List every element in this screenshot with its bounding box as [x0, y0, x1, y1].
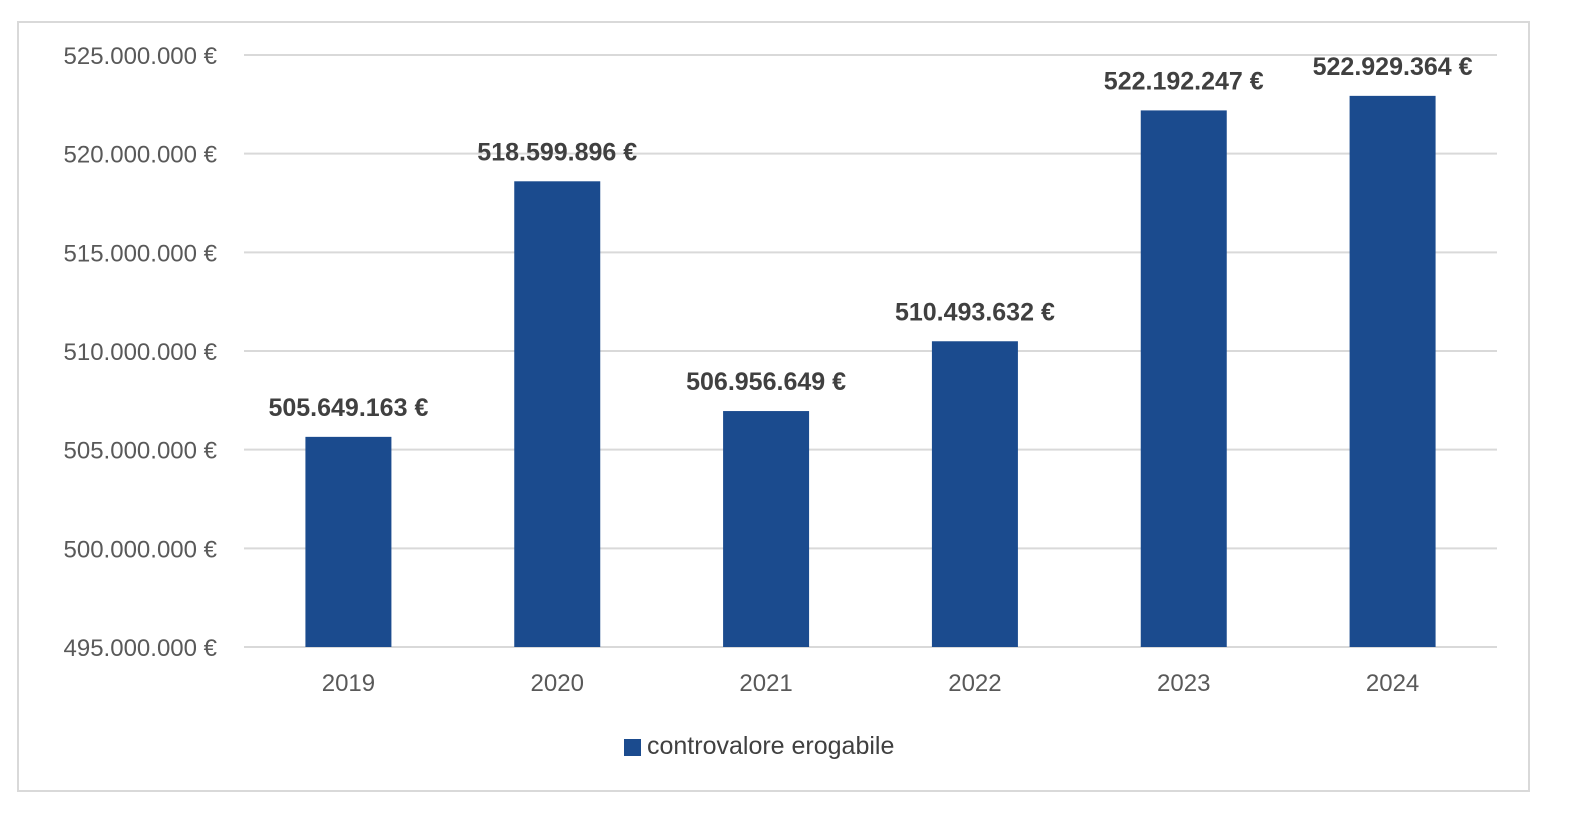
gridlines [244, 54, 1497, 648]
y-tick-label: 495.000.000 € [64, 635, 218, 662]
y-axis-tick-labels: 495.000.000 € 500.000.000 € 505.000.000 € 5… [64, 43, 218, 662]
data-label-2020: 518.599.896 € [477, 138, 637, 166]
chart-frame [17, 21, 1530, 792]
legend-label: controvalore erogabile [647, 732, 894, 760]
data-label-2021: 506.956.649 € [686, 368, 846, 396]
x-tick-label: 2023 [1157, 670, 1210, 697]
x-tick-label: 2022 [948, 670, 1001, 697]
bar-2023 [1140, 110, 1227, 648]
y-tick-label: 510.000.000 € [64, 339, 218, 366]
data-label-2022: 510.493.632 € [895, 298, 1055, 326]
x-tick-label: 2024 [1366, 670, 1419, 697]
y-tick-label: 505.000.000 € [64, 438, 218, 465]
y-tick-label: 500.000.000 € [64, 536, 218, 563]
data-label-2024: 522.929.364 € [1313, 53, 1473, 81]
data-label-2023: 522.192.247 € [1104, 67, 1264, 95]
bar-2024 [1349, 95, 1436, 648]
bar-2020 [514, 181, 601, 647]
y-tick-label: 515.000.000 € [64, 240, 218, 267]
legend-swatch [624, 739, 641, 756]
x-tick-label: 2021 [739, 670, 792, 697]
data-labels: 505.649.163 € 518.599.896 € 506.956.649 € 5… [268, 53, 1472, 422]
x-tick-label: 2019 [322, 670, 375, 697]
data-label-2019: 505.649.163 € [268, 394, 428, 422]
x-tick-label: 2020 [531, 670, 584, 697]
bar-2022 [931, 341, 1018, 647]
bars [305, 95, 1436, 648]
y-tick-label: 520.000.000 € [64, 142, 218, 169]
bar-2019 [305, 436, 392, 647]
y-tick-label: 525.000.000 € [64, 43, 218, 70]
x-axis-tick-labels: 2019 2020 2021 2022 2023 2024 [322, 670, 1420, 697]
legend: controvalore erogabile [624, 732, 894, 760]
bar-2021 [723, 411, 810, 647]
